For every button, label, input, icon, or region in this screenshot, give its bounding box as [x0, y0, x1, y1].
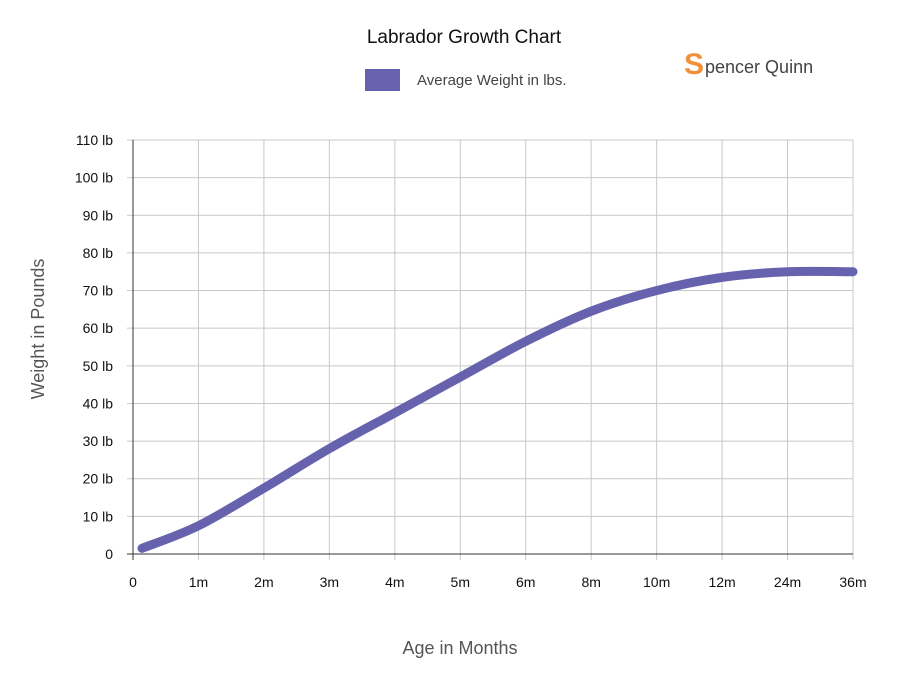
x-tick-label: 4m [385, 574, 404, 590]
series-line-average-weight [137, 266, 858, 553]
y-tick-label: 50 lb [83, 358, 114, 374]
legend: Average Weight in lbs. [365, 69, 567, 91]
data-point [787, 271, 789, 273]
legend-label: Average Weight in lbs. [417, 71, 567, 89]
data-point [525, 340, 527, 342]
x-tick-label: 8m [581, 574, 600, 590]
x-tick-label: 5m [451, 574, 470, 590]
data-point [394, 412, 396, 414]
data-point [328, 448, 330, 450]
x-tick-label: 2m [254, 574, 273, 590]
y-tick-label: 0 [105, 546, 113, 562]
x-tick-label: 0 [129, 574, 137, 590]
x-axis-title: Age in Months [402, 638, 517, 658]
y-tick-label: 110 lb [76, 132, 113, 148]
y-tick-label: 40 lb [83, 395, 114, 411]
x-tick-label: 3m [320, 574, 339, 590]
x-tick-label: 10m [643, 574, 670, 590]
data-point [852, 271, 854, 273]
y-axis: 0 10 lb 20 lb 30 lb 40 lb 50 lb 60 lb 70 lb 80 l… [75, 132, 134, 562]
y-tick-label: 70 lb [83, 283, 114, 299]
brand-logo-text: pencer Quinn [705, 56, 814, 77]
x-tick-label: 36m [839, 574, 866, 590]
y-tick-label: 10 lb [83, 508, 114, 524]
x-tick-label: 24m [774, 574, 801, 590]
y-tick-label: 90 lb [83, 207, 114, 223]
x-axis: 0 1m 2m 3m 4m 5m 6m 8m 10m 12m 24m 36m [127, 553, 867, 590]
series-layer [137, 266, 858, 553]
data-point [656, 290, 658, 292]
y-tick-label: 30 lb [83, 433, 114, 449]
y-tick-label: 80 lb [83, 245, 114, 261]
brand-logo: S pencer Quinn [684, 50, 813, 80]
data-point [590, 310, 592, 312]
chart-title: Labrador Growth Chart [366, 27, 562, 48]
data-point [459, 376, 461, 378]
brand-logo-initial: S [684, 48, 705, 81]
data-point [197, 525, 199, 527]
y-tick-label: 20 lb [83, 471, 114, 487]
data-point [721, 276, 723, 278]
legend-swatch [365, 69, 400, 91]
x-tick-label: 12m [708, 574, 735, 590]
data-point [263, 487, 265, 489]
x-tick-label: 1m [189, 574, 208, 590]
y-tick-label: 60 lb [83, 320, 114, 336]
x-tick-label: 6m [516, 574, 535, 590]
y-tick-label: 100 lb [75, 170, 113, 186]
data-point [141, 547, 143, 549]
grid [127, 139, 854, 560]
y-axis-title: Weight in Pounds [28, 259, 48, 400]
